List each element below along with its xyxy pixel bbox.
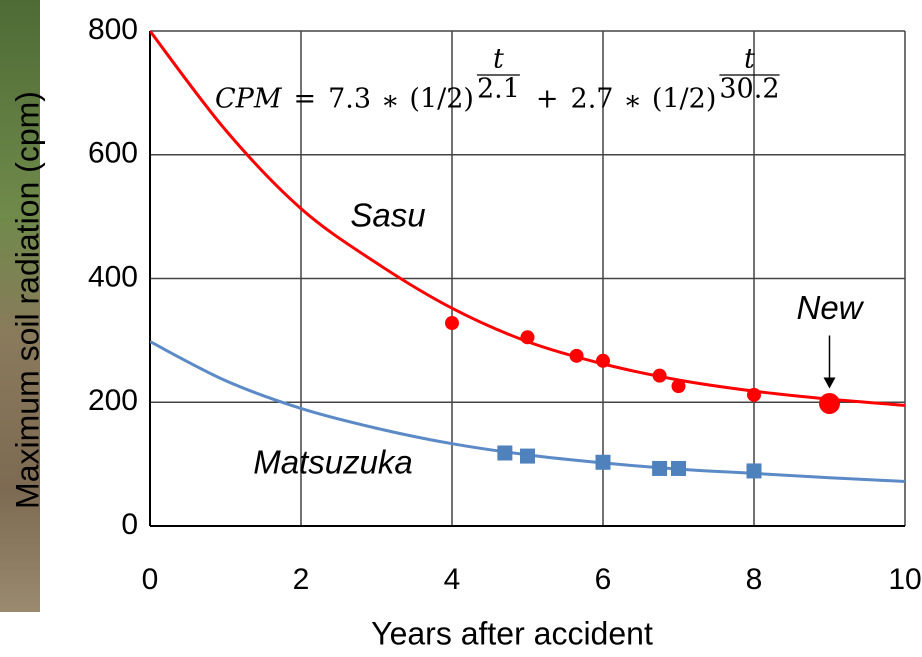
equation-part: 30.2 <box>719 74 779 105</box>
equation-part: 7.3 <box>328 84 371 115</box>
data-point <box>652 368 667 383</box>
grid <box>149 30 906 527</box>
equation-part: = <box>293 84 316 115</box>
x-axis-title: Years after accident <box>371 615 653 651</box>
equation-part: ∗ <box>623 86 641 117</box>
equation-part: (1/2) <box>409 84 474 115</box>
point-label: New <box>796 289 864 326</box>
y-axis-title: Maximum soil radiation (cpm) <box>9 91 45 509</box>
data-point <box>445 316 459 331</box>
data-point <box>652 460 668 476</box>
data-point <box>671 460 686 476</box>
equation-part: CPM <box>215 84 283 115</box>
y-tick-label: 400 <box>88 260 138 293</box>
data-point <box>520 330 535 345</box>
series-label: Sasu <box>350 197 425 234</box>
data-point <box>747 387 761 402</box>
y-tick-label: 0 <box>121 508 138 541</box>
y-tick-label: 200 <box>88 384 138 417</box>
series-label: Matsuzuka <box>253 444 413 481</box>
arrow-head <box>823 377 836 389</box>
background-photo <box>0 0 40 612</box>
data-point <box>569 348 584 363</box>
data-point <box>520 448 535 464</box>
data-point <box>596 353 610 368</box>
equation-part: (1/2) <box>652 84 717 115</box>
x-tick-label: 2 <box>293 563 310 596</box>
x-tick-label: 0 <box>142 563 159 596</box>
equation-part: + <box>536 84 559 115</box>
data-point <box>595 454 611 470</box>
data-point <box>819 392 840 414</box>
equation-part: 2.1 <box>477 74 520 105</box>
data-point <box>497 445 513 461</box>
x-tick-label: 4 <box>444 563 461 596</box>
x-tick-label: 10 <box>888 563 921 596</box>
y-tick-label: 600 <box>88 137 138 170</box>
y-tick-label: 800 <box>88 13 138 46</box>
equation-part: ∗ <box>381 86 399 117</box>
equation-part: t <box>493 44 504 75</box>
data-point <box>746 463 762 479</box>
equation-part: t <box>744 44 755 75</box>
overlay: 0 200 400 600 800 0 2 4 6 8 10 Sasu New Matsuzuka CPM =… <box>88 13 922 596</box>
fit-curve <box>150 30 906 407</box>
data-point <box>671 379 686 394</box>
x-tick-label: 8 <box>746 563 763 596</box>
equation-part: 2.7 <box>571 84 614 115</box>
x-tick-label: 6 <box>595 563 612 596</box>
